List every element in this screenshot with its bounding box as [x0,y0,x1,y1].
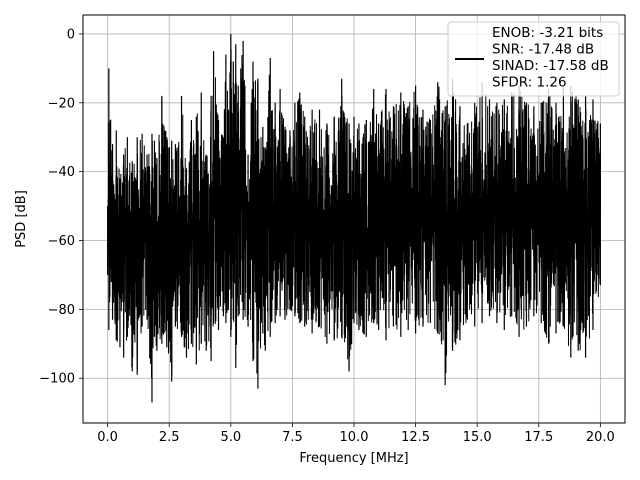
x-tick-label: 5.0 [220,430,241,445]
x-axis-ticks: 0.0 2.5 5.0 7.5 10.0 12.5 15.0 17.5 20.0 [97,423,615,445]
legend-enob: ENOB: -3.21 bits [492,25,603,41]
series-layer [107,33,601,403]
x-tick-label: 12.5 [401,430,430,445]
x-tick-label: 15.0 [463,430,492,445]
y-axis-ticks: 0 −20 −40 −60 −80 −100 [39,27,83,387]
y-tick-label: −100 [39,372,75,387]
legend-snr: SNR: -17.48 dB [492,42,594,58]
x-tick-label: 7.5 [282,430,303,445]
x-tick-label: 20.0 [586,430,615,445]
legend: ENOB: -3.21 bits SNR: -17.48 dB SINAD: -… [447,21,620,97]
x-axis-label: Frequency [MHz] [299,451,408,466]
y-tick-label: −80 [48,303,75,318]
x-tick-label: 10.0 [340,430,369,445]
y-tick-label: −60 [48,234,75,249]
y-tick-label: 0 [67,27,75,42]
y-tick-label: −40 [48,165,75,180]
legend-box [447,21,620,97]
legend-sinad: SINAD: -17.58 dB [492,58,609,74]
x-tick-label: 0.0 [97,430,118,445]
x-tick-label: 17.5 [524,430,553,445]
x-tick-label: 2.5 [159,430,180,445]
legend-sfdr: SFDR: 1.26 [492,75,567,91]
y-tick-label: −20 [48,96,75,111]
y-axis-label: PSD [dB] [14,190,29,248]
